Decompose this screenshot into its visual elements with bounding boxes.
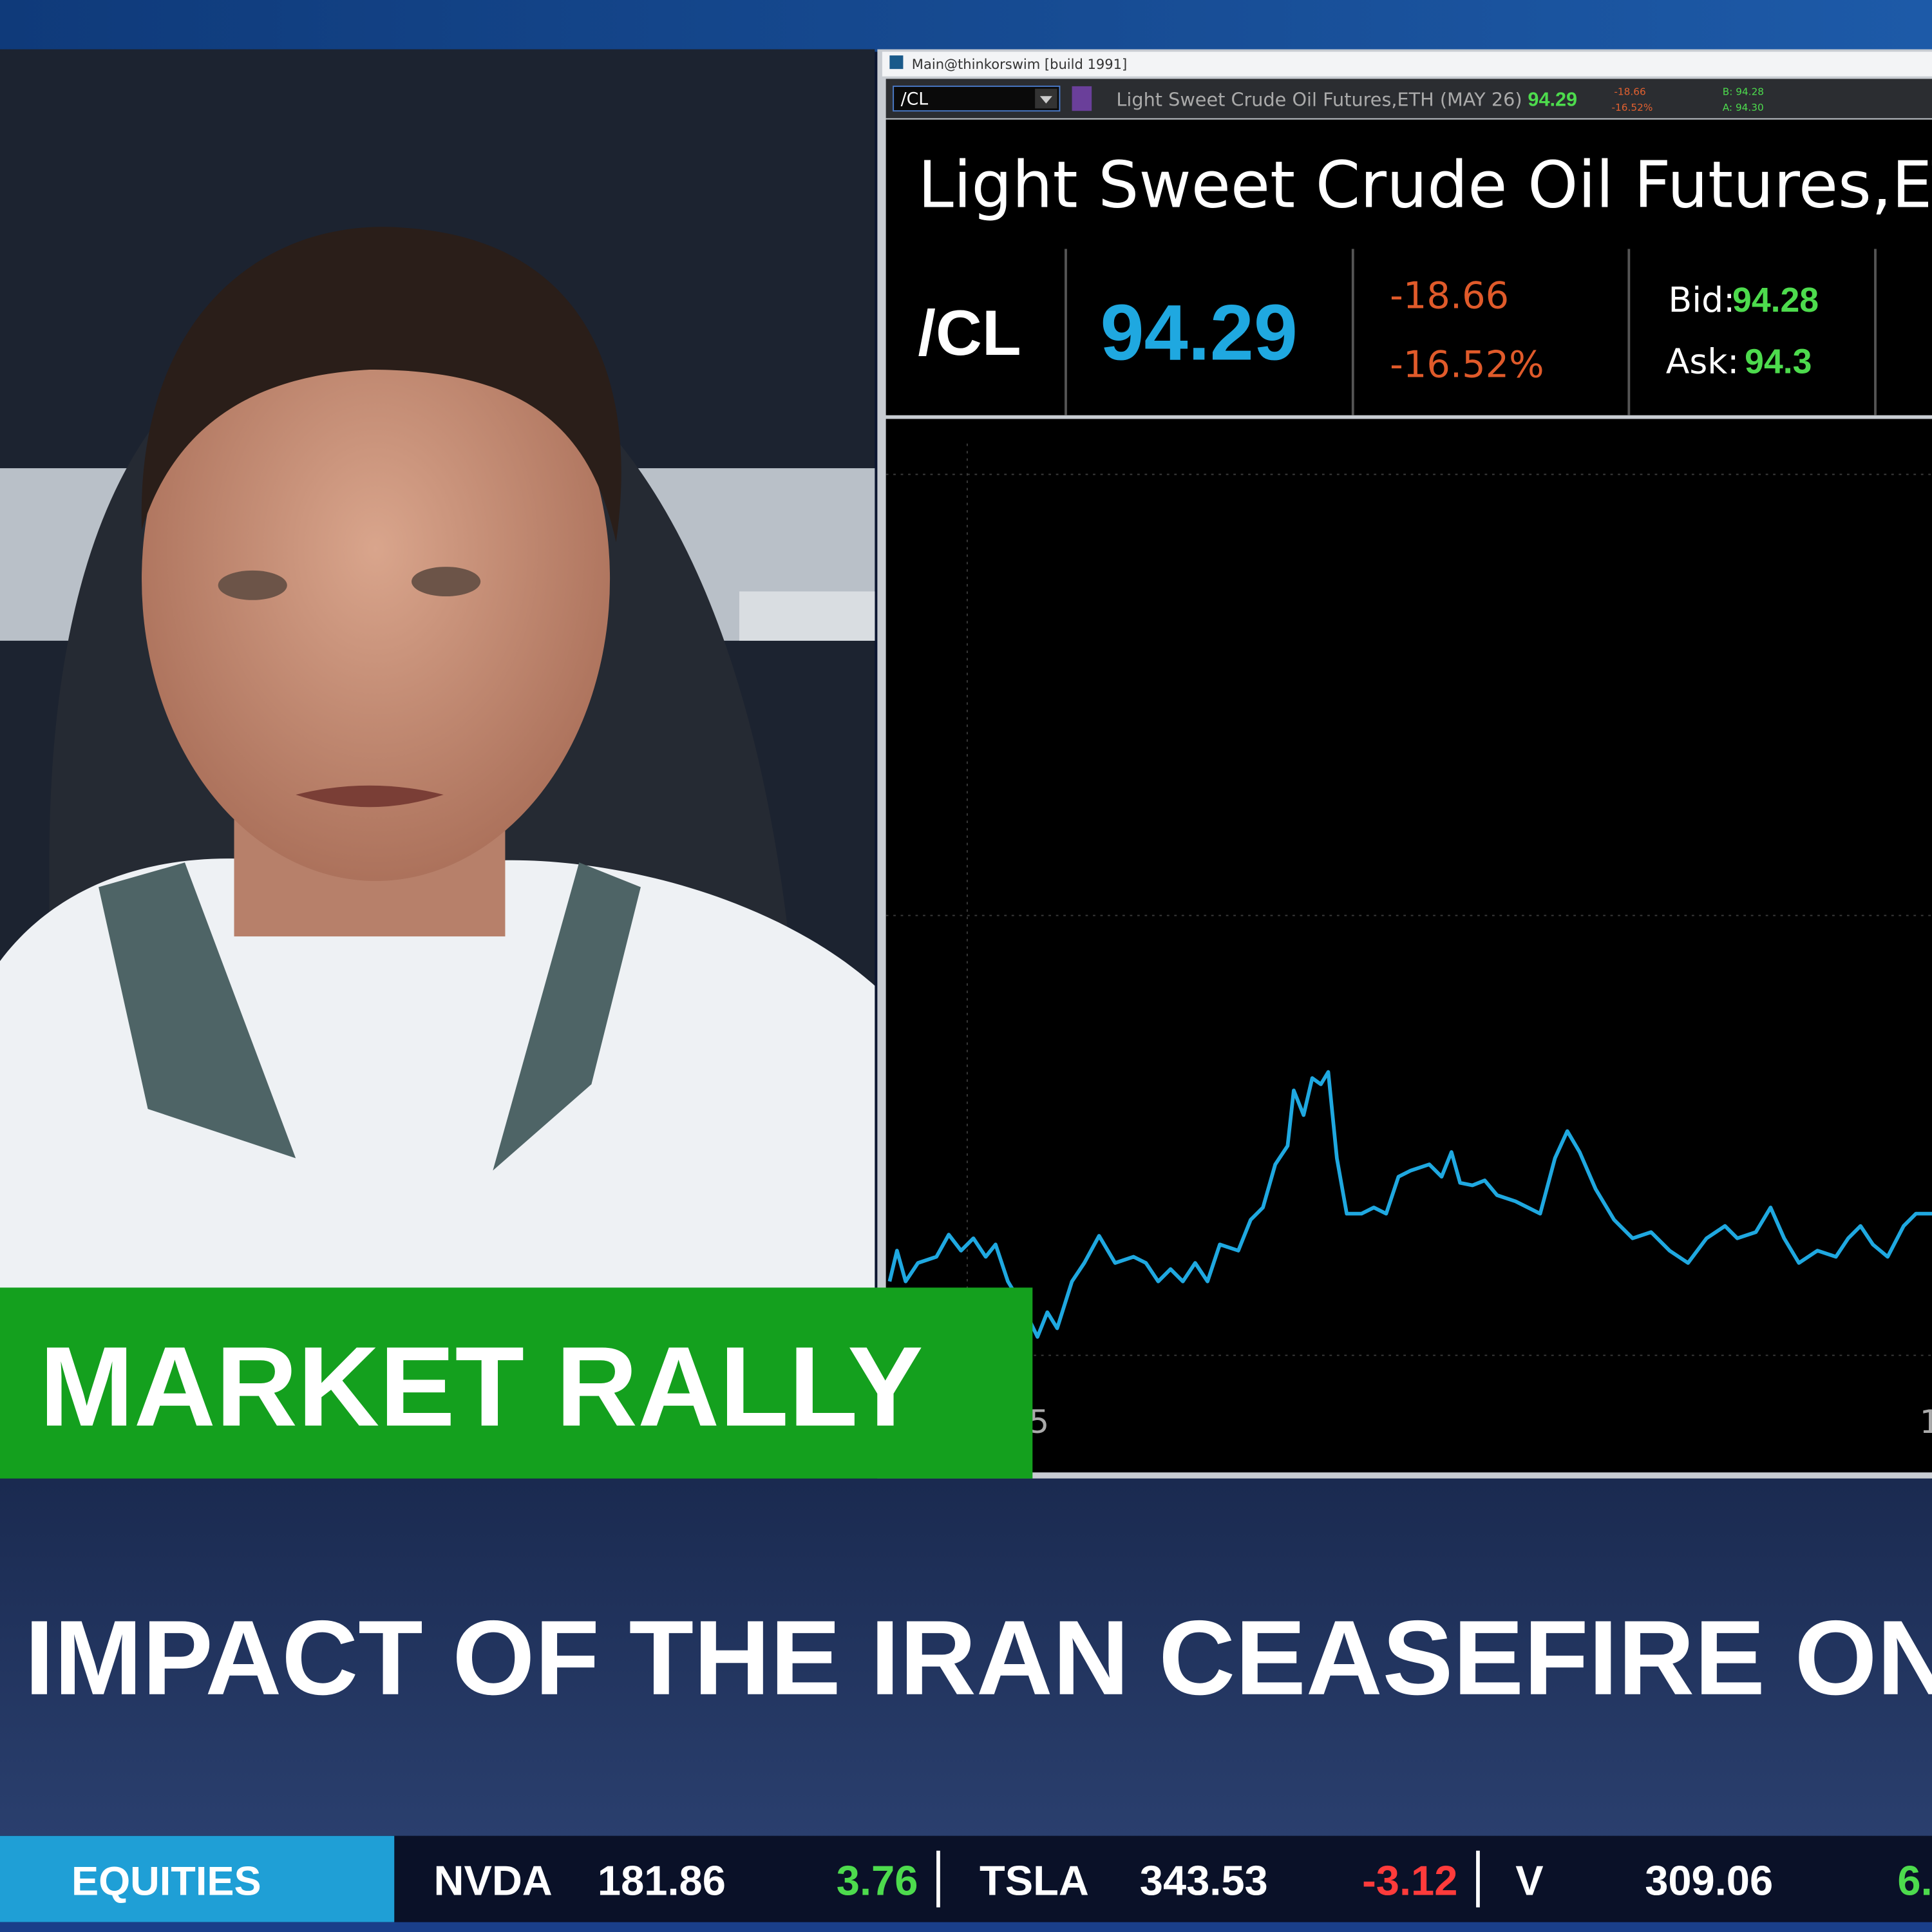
quote-percent: -16.52%: [1390, 343, 1544, 386]
ticker-section-label: EQUITIES: [71, 1859, 261, 1904]
ticker-change: 6.: [1897, 1857, 1932, 1904]
toolbar-change: -18.66: [1614, 86, 1645, 97]
window-title: Main@thinkorswim [build 1991]: [912, 56, 1127, 72]
ticker-symbol: NVDA: [433, 1857, 552, 1904]
ticker-section: [0, 1835, 395, 1922]
banner: [0, 1287, 1033, 1479]
toolbar-bid: B: 94.28: [1723, 86, 1764, 97]
ticker-symbol: TSLA: [980, 1857, 1089, 1904]
headline: IMPACT OF THE IRAN CEASEFIRE ON O: [24, 1598, 1932, 1717]
bottom-strip: [0, 1922, 1932, 1932]
ticker-price: 181.86: [598, 1857, 726, 1904]
ask-value: 94.3: [1745, 343, 1812, 381]
quote-title: Light Sweet Crude Oil Futures,ETH: [918, 148, 1932, 222]
x-tick-label: 1: [1920, 1403, 1932, 1441]
ticker-symbol: V: [1515, 1857, 1543, 1904]
toolbar-last: 94.29: [1528, 89, 1577, 111]
grid: [886, 443, 1932, 1473]
trading-window: Main@thinkorswim [build 1991] /CL Light …: [877, 49, 1932, 1479]
bid-label: Bid:: [1669, 279, 1736, 320]
banner-label: MARKET RALLY: [39, 1324, 923, 1450]
ticker-change: 3.76: [837, 1857, 918, 1904]
toolbar-ask: A: 94.30: [1723, 102, 1764, 113]
link-button[interactable]: [1072, 86, 1092, 111]
bid-value: 94.28: [1732, 281, 1819, 319]
ticker-price: 343.53: [1140, 1857, 1268, 1904]
quote-change: -18.66: [1390, 274, 1509, 317]
lower-third: [0, 1478, 1932, 1836]
ticker-change: -3.12: [1362, 1857, 1457, 1904]
ticker-price: 309.06: [1645, 1857, 1773, 1904]
ask-label: Ask:: [1666, 341, 1739, 382]
quote-symbol: /CL: [918, 298, 1021, 369]
top-bar: [0, 0, 1932, 52]
price-line: [887, 1070, 1932, 1339]
quote-last: 94.29: [1101, 289, 1298, 377]
toolbar-description: Light Sweet Crude Oil Futures,ETH (MAY 2…: [1116, 89, 1522, 111]
symbol-input-text[interactable]: /CL: [901, 90, 929, 109]
video: [0, 49, 875, 1294]
symbol-input[interactable]: [893, 85, 1061, 112]
chart-area: [886, 419, 1932, 1473]
toolbar-percent: -16.52%: [1612, 102, 1653, 113]
